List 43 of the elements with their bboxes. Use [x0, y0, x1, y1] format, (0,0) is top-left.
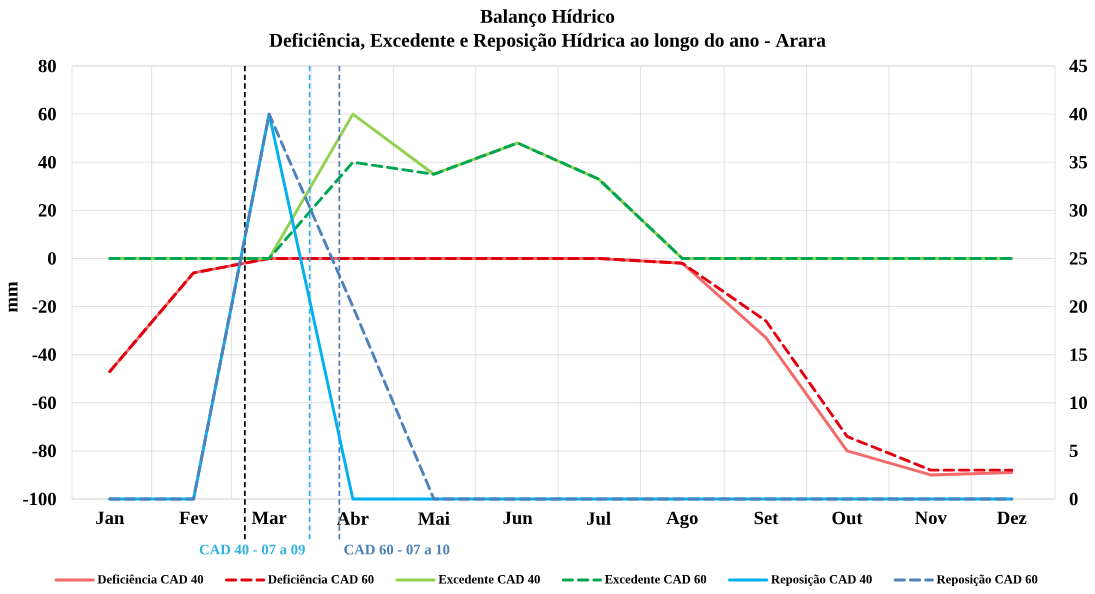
x-tick-label: Jun — [503, 511, 533, 525]
x-tick-label: Out — [832, 511, 863, 525]
legend-label: Excedente CAD 40 — [438, 574, 540, 584]
y-tick-label: -80 — [32, 444, 56, 458]
y-tick-label: 0 — [48, 252, 56, 265]
x-tick-label: Mar — [251, 511, 287, 525]
y2-tick-label: 0 — [1069, 492, 1078, 506]
legend-label: Reposição CAD 40 — [771, 574, 872, 587]
y2-tick-label: 15 — [1070, 348, 1088, 361]
x-tick-label: Abr — [336, 511, 369, 525]
chart-title: Balanço Hídrico — [480, 9, 615, 27]
y2-tick-label: 40 — [1069, 107, 1087, 121]
y2-tick-label: 20 — [1069, 300, 1087, 313]
y-tick-label: -20 — [32, 300, 56, 313]
x-tick-label: Ago — [666, 511, 698, 529]
legend-label: Reposição CAD 60 — [936, 574, 1038, 587]
y2-tick-label: 25 — [1069, 252, 1088, 265]
y-tick-label: 80 — [38, 59, 56, 73]
x-tick-label: Dez — [997, 511, 1027, 525]
y-tick-label: 20 — [38, 204, 56, 217]
x-tick-label: Set — [754, 511, 779, 525]
y-tick-label: 40 — [38, 155, 56, 169]
y2-tick-label: 5 — [1069, 444, 1078, 458]
ref-line-label: CAD 60 - 07 a 10 — [344, 544, 450, 555]
x-tick-label: Jan — [96, 511, 125, 525]
ref-line-label: CAD 40 - 07 a 09 — [199, 544, 305, 555]
x-tick-label: Jul — [587, 511, 611, 525]
y2-tick-label: 35 — [1069, 155, 1088, 169]
y-tick-label: 60 — [38, 107, 56, 121]
y-axis-title: mm — [8, 281, 18, 313]
y2-tick-label: 45 — [1069, 59, 1088, 73]
legend-label: Deficiência CAD 60 — [268, 574, 374, 584]
y-tick-label: -40 — [32, 348, 56, 361]
legend-label: Deficiência CAD 40 — [97, 574, 204, 584]
y2-tick-label: 30 — [1069, 204, 1087, 217]
x-tick-label: Fev — [179, 511, 209, 525]
y2-tick-label: 10 — [1070, 396, 1087, 410]
chart-subtitle: Deficiência, Excedente e Reposição Hídrica ao longo do ano - Arara — [269, 33, 826, 51]
x-tick-label: Mai — [418, 511, 450, 525]
x-tick-label: Nov — [915, 511, 947, 525]
y-tick-label: -100 — [23, 492, 56, 506]
legend-label: Excedente CAD 60 — [604, 574, 707, 584]
y-tick-label: -60 — [32, 396, 56, 410]
